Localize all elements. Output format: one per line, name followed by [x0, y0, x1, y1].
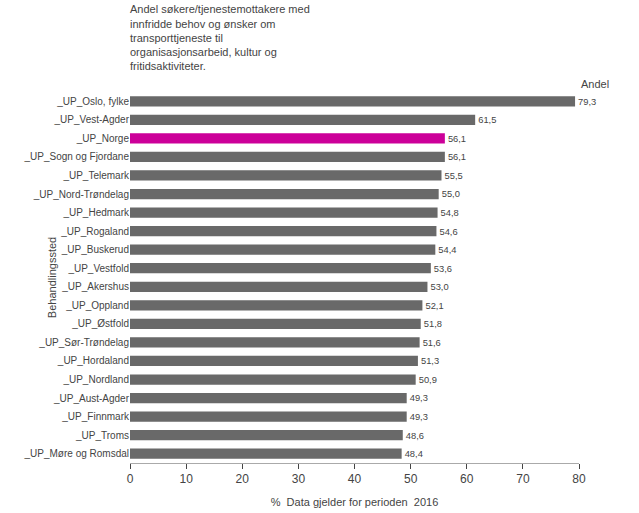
- svg-text:20: 20: [236, 472, 250, 486]
- svg-text:51,6: 51,6: [423, 338, 441, 348]
- svg-text:Behandlingssted: Behandlingssted: [46, 237, 58, 318]
- svg-text:_UP_Hordaland: _UP_Hordaland: [57, 355, 129, 366]
- svg-text:55,0: 55,0: [442, 189, 460, 199]
- svg-text:_UP_Norge: _UP_Norge: [76, 133, 130, 144]
- svg-text:_UP_Nordland: _UP_Nordland: [62, 374, 129, 385]
- svg-text:_UP_Hedmark: _UP_Hedmark: [62, 207, 130, 218]
- svg-text:_UP_Sør-Trøndelag: _UP_Sør-Trøndelag: [38, 337, 129, 348]
- svg-text:53,0: 53,0: [430, 282, 448, 292]
- svg-text:52,1: 52,1: [425, 301, 443, 311]
- svg-text:50: 50: [404, 472, 418, 486]
- svg-text:_UP_Østfold: _UP_Østfold: [71, 318, 129, 329]
- svg-text:79,3: 79,3: [578, 97, 596, 107]
- svg-text:_UP_Oppland: _UP_Oppland: [65, 300, 129, 311]
- svg-text:80: 80: [572, 472, 586, 486]
- svg-text:_UP_Troms: _UP_Troms: [75, 430, 129, 441]
- svg-text:48,4: 48,4: [405, 449, 423, 459]
- svg-text:54,8: 54,8: [441, 208, 459, 218]
- svg-text:_UP_Vest-Agder: _UP_Vest-Agder: [54, 114, 130, 125]
- svg-text:51,3: 51,3: [421, 356, 439, 366]
- svg-text:_UP_Finnmark: _UP_Finnmark: [61, 411, 130, 422]
- svg-text:_UP_Rogaland: _UP_Rogaland: [60, 226, 129, 237]
- svg-text:Andel søkere/tjenestemottakere: Andel søkere/tjenestemottakere medinnfri…: [130, 3, 310, 72]
- svg-text:54,6: 54,6: [439, 227, 457, 237]
- svg-text:% Data gjelder for perioden: % Data gjelder for perioden 2016: [271, 496, 439, 508]
- svg-text:30: 30: [292, 472, 306, 486]
- svg-text:51,8: 51,8: [424, 319, 442, 329]
- svg-text:55,5: 55,5: [445, 171, 463, 181]
- svg-text:61,5: 61,5: [478, 115, 496, 125]
- svg-text:_UP_Vestfold: _UP_Vestfold: [67, 263, 129, 274]
- svg-text:_UP_Buskerud: _UP_Buskerud: [61, 244, 129, 255]
- svg-text:40: 40: [348, 472, 362, 486]
- svg-text:_UP_Aust-Agder: _UP_Aust-Agder: [53, 393, 130, 404]
- svg-text:_UP_Nord-Trøndelag: _UP_Nord-Trøndelag: [33, 189, 129, 200]
- svg-text:10: 10: [179, 472, 193, 486]
- svg-text:Andel: Andel: [581, 78, 609, 90]
- svg-text:49,3: 49,3: [410, 412, 428, 422]
- svg-text:_UP_Sogn og Fjordane: _UP_Sogn og Fjordane: [23, 151, 129, 162]
- svg-text:70: 70: [516, 472, 530, 486]
- svg-text:48,6: 48,6: [406, 431, 424, 441]
- svg-text:_UP_Telemark: _UP_Telemark: [62, 170, 130, 181]
- svg-text:50,9: 50,9: [419, 375, 437, 385]
- svg-text:56,1: 56,1: [448, 152, 466, 162]
- svg-text:49,3: 49,3: [410, 393, 428, 403]
- svg-text:0: 0: [127, 472, 134, 486]
- svg-text:54,4: 54,4: [438, 245, 456, 255]
- svg-text:56,1: 56,1: [448, 134, 466, 144]
- svg-text:_UP_Møre og Romsdal: _UP_Møre og Romsdal: [24, 448, 129, 459]
- svg-text:60: 60: [460, 472, 474, 486]
- svg-text:_UP_Oslo, fylke: _UP_Oslo, fylke: [56, 96, 129, 107]
- svg-text:53,6: 53,6: [434, 264, 452, 274]
- svg-text:_UP_Akershus: _UP_Akershus: [61, 281, 129, 292]
